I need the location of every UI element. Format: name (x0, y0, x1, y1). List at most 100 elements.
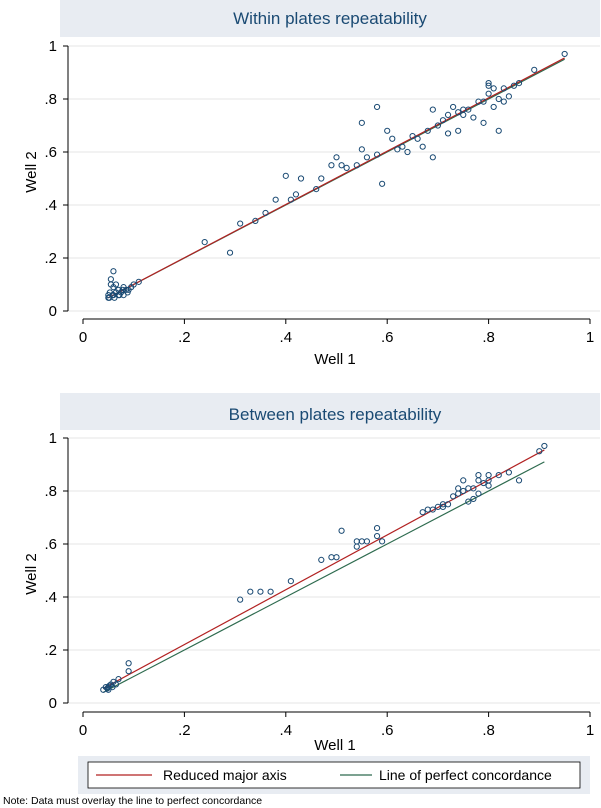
data-point (130, 281, 137, 288)
data-point (399, 143, 406, 150)
data-point (495, 127, 502, 134)
y-tick-label: .2 (44, 250, 57, 267)
x-tick-label: .4 (280, 329, 293, 346)
data-point (252, 217, 259, 224)
data-point (480, 98, 487, 105)
y-tick-label: .4 (44, 197, 57, 214)
data-point (125, 660, 132, 667)
title-band (60, 0, 600, 37)
y-axis-title: Well 2 (23, 553, 40, 594)
data-point (106, 682, 113, 689)
data-point (465, 498, 472, 505)
plot-area (68, 430, 600, 718)
data-point (485, 472, 492, 479)
data-point (110, 268, 117, 275)
y-tick-label: 0 (49, 303, 57, 320)
data-point (247, 588, 254, 595)
data-point (505, 469, 512, 476)
data-point (444, 501, 452, 508)
data-point (115, 676, 122, 683)
data-point (475, 490, 482, 497)
data-point (429, 106, 436, 113)
legend-box (87, 761, 581, 789)
data-point (358, 146, 365, 153)
data-point (363, 154, 371, 161)
data-point (353, 162, 360, 169)
data-point (373, 532, 381, 540)
data-point (373, 525, 381, 532)
data-point (485, 90, 492, 97)
y-tick-label: .6 (44, 536, 57, 553)
x-tick-label: 1 (586, 329, 594, 346)
data-point (414, 135, 421, 142)
data-point (561, 50, 568, 58)
legend: Reduced major axis Line of perfect conco… (78, 756, 590, 794)
data-point (485, 80, 492, 87)
y-tick-label: .2 (44, 642, 57, 659)
data-point (450, 103, 457, 111)
data-point (237, 596, 244, 603)
data-point (267, 588, 274, 595)
data-point (515, 80, 523, 87)
data-point (455, 109, 462, 116)
legend-label-concordance: Line of perfect concordance (379, 767, 552, 783)
data-point (333, 554, 340, 561)
x-tick-label: 0 (79, 329, 87, 346)
within-plates-panel: Within plates repeatability Well 2 Well … (23, 0, 600, 368)
data-point (262, 209, 269, 217)
data-point (419, 143, 426, 150)
data-point (373, 103, 381, 111)
data-point (536, 448, 543, 455)
data-point (485, 82, 492, 89)
x-tick-label: .8 (482, 329, 495, 346)
data-point (460, 487, 467, 495)
data-point (485, 482, 492, 489)
data-point (455, 127, 462, 134)
data-point (541, 442, 548, 450)
y-tick-label: 1 (49, 38, 57, 55)
data-point (363, 538, 371, 545)
data-point (439, 503, 447, 510)
data-point (112, 281, 120, 288)
data-point (444, 111, 452, 119)
data-point (379, 180, 386, 187)
data-point (201, 239, 208, 246)
data-point (515, 477, 523, 484)
footnote: Note: Data must overlay the line to perf… (3, 795, 262, 807)
x-axis-title: Well 1 (314, 737, 355, 754)
data-point (424, 127, 431, 134)
data-point (470, 495, 477, 503)
y-axis-title: Well 2 (23, 151, 40, 192)
data-point (272, 196, 279, 203)
data-point (313, 186, 320, 193)
data-point (257, 588, 264, 595)
data-point (460, 477, 467, 484)
data-point (470, 114, 477, 121)
data-point (450, 493, 457, 500)
y-tick-label: 0 (49, 695, 57, 712)
data-point (358, 119, 365, 126)
data-point (338, 162, 345, 169)
data-point (125, 668, 132, 675)
data-point (455, 490, 462, 497)
x-axis-title: Well 1 (314, 351, 355, 368)
data-point (510, 82, 518, 89)
data-point (470, 485, 477, 492)
data-point (429, 154, 436, 161)
x-tick-label: .4 (280, 722, 293, 739)
data-point (434, 122, 441, 129)
data-point (495, 95, 502, 103)
data-point (505, 93, 512, 100)
data-point (292, 191, 300, 198)
data-point (480, 119, 487, 126)
data-point (338, 527, 345, 534)
data-point (389, 135, 396, 142)
data-point (409, 133, 416, 140)
data-point (531, 66, 538, 73)
data-point (490, 85, 497, 92)
x-tick-label: .2 (178, 722, 191, 739)
x-tick-label: .6 (381, 329, 394, 346)
data-point (384, 127, 391, 134)
data-point (282, 172, 289, 179)
